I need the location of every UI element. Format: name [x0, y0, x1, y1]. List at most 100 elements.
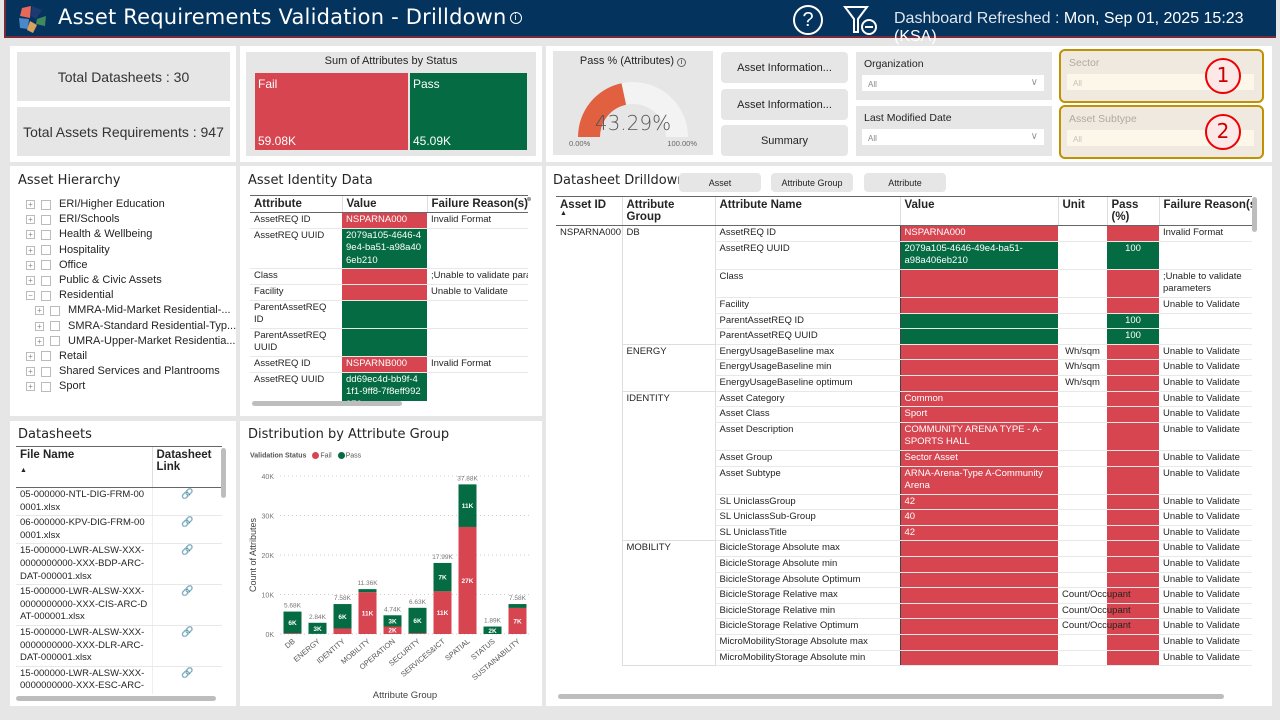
table-row[interactable]: MicroMobilityStorage Absolute min Unable … [556, 650, 1252, 667]
drilldown-hscroll[interactable] [558, 694, 1224, 699]
col-header[interactable]: Unit [1057, 196, 1107, 226]
info-icon[interactable]: i [677, 58, 687, 67]
asset-identity-hscroll[interactable] [252, 401, 402, 406]
table-row[interactable]: 15-000000-LWR-ALSW-XXX-0000000000-XXX-BD… [16, 543, 222, 586]
table-row[interactable]: SL UniclassTitle 42 Unable to Validate [556, 525, 1252, 542]
drill-attribute-button[interactable]: Attribute [864, 173, 946, 192]
collapse-icon[interactable]: − [26, 291, 35, 301]
table-row[interactable]: SL UniclassGroup 42 Unable to Validate [556, 494, 1252, 511]
table-row[interactable]: Asset Subtype ARNA-Arena-Type A-Community… [556, 466, 1252, 495]
last-modified-dropdown[interactable]: All ∨ [862, 129, 1044, 145]
table-row[interactable]: ENERGY EnergyUsageBaseline max Wh/sqm Unabl… [556, 344, 1252, 392]
bar-fail[interactable] [458, 526, 477, 634]
tree-checkbox[interactable] [41, 245, 51, 256]
asset-information-button-2[interactable]: Asset Information... [721, 89, 848, 120]
bar-fail[interactable] [283, 633, 302, 634]
table-row[interactable]: BicicleStorage Relative min Count/Occupan… [556, 603, 1252, 620]
table-row[interactable]: BicicleStorage Absolute min Unable to Val… [556, 556, 1252, 573]
table-row[interactable]: ParentAssetREQ UUID 100 [556, 328, 1252, 345]
tree-item[interactable]: + Retail [26, 349, 236, 364]
expand-icon[interactable]: + [26, 200, 35, 210]
table-row[interactable]: 15-000000-LWR-ALSW-XXX-0000000000-XXX-CI… [16, 584, 222, 626]
table-row[interactable]: Class ;Unable to validate parameters [556, 269, 1252, 298]
legend-pass[interactable]: Pass [345, 452, 362, 460]
col-file-name[interactable]: File Name ▲ [16, 446, 152, 488]
datasheets-hscroll[interactable] [16, 696, 216, 701]
bar-fail[interactable] [508, 607, 527, 634]
table-row[interactable]: Asset Class Sport Unable to Validate [556, 406, 1252, 423]
tree-item[interactable]: + Hospitality [26, 243, 236, 258]
tree-checkbox[interactable] [41, 366, 51, 377]
table-row[interactable]: AssetREQ ID NSPARNB000 Invalid Format [250, 356, 528, 373]
table-row[interactable]: AssetREQ ID NSPARNA000 Invalid Format [250, 212, 528, 229]
datasheets-vscroll[interactable] [221, 448, 226, 498]
drilldown-vscroll[interactable] [1252, 197, 1257, 232]
col-header[interactable]: Value [899, 196, 1058, 226]
table-row[interactable]: IDENTITY Asset Category Common Unable to Va… [556, 391, 1252, 542]
table-row[interactable]: Class ;Unable to validate parar [250, 268, 528, 285]
table-row[interactable]: Facility Unable to Validate [556, 297, 1252, 314]
table-row[interactable]: AssetREQ UUID 2079a105-4646-49e4-ba51-a98… [556, 241, 1252, 270]
table-row[interactable]: EnergyUsageBaseline min Wh/sqm Unable to V… [556, 359, 1252, 376]
tree-item[interactable]: + Health & Wellbeing [26, 227, 236, 242]
table-row[interactable]: 15-000000-LWR-ALSW-XXX-0000000000-XXX-ES… [16, 666, 222, 694]
link-icon[interactable]: 🔗 [151, 666, 222, 694]
clear-filter-icon[interactable] [842, 4, 878, 36]
table-row[interactable]: AssetREQ UUID dd69ec4d-bb9f-41f1-9ff8-7f8… [250, 372, 528, 401]
expand-icon[interactable]: + [35, 336, 44, 346]
table-row[interactable]: Facility Unable to Validate [250, 284, 528, 301]
info-icon[interactable]: i [509, 12, 522, 24]
table-row[interactable]: ParentAssetREQ ID 100 [556, 313, 1252, 330]
table-row[interactable]: SL UniclassSub-Group 40 Unable to Validate [556, 509, 1252, 526]
tree-item[interactable]: + MMRA-Mid-Market Residential-... [26, 303, 236, 318]
tree-checkbox[interactable] [50, 336, 60, 347]
tree-checkbox[interactable] [41, 290, 51, 301]
link-icon[interactable]: 🔗 [151, 487, 222, 517]
bar-pass[interactable] [458, 484, 477, 527]
col-header[interactable]: Attribute Name [714, 196, 900, 226]
expand-icon[interactable]: + [35, 321, 44, 331]
tree-item[interactable]: − Residential [26, 288, 236, 303]
table-row[interactable]: AssetREQ UUID 2079a105-4646-49e4-ba51-a98… [250, 228, 528, 270]
table-row[interactable]: BicicleStorage Relative Optimum Count/Occ… [556, 618, 1252, 636]
col-header[interactable]: Pass (%) [1106, 196, 1159, 226]
table-row[interactable]: MicroMobilityStorage Absolute max Unable … [556, 634, 1252, 651]
bar-pass[interactable] [308, 622, 327, 634]
drill-asset-button[interactable]: Asset [679, 173, 761, 192]
help-button[interactable]: ? [793, 5, 823, 35]
table-row[interactable]: Asset Description COMMUNITY ARENA TYPE - … [556, 422, 1252, 451]
table-row[interactable]: 05-000000-NTL-DIG-FRM-000001.xlsx 🔗 [16, 487, 222, 517]
bar-fail[interactable] [408, 633, 427, 634]
bar-pass[interactable] [283, 611, 302, 634]
tree-item[interactable]: + ERI/Higher Education [26, 197, 236, 212]
tree-item[interactable]: + Office [26, 258, 236, 273]
tree-checkbox[interactable] [41, 260, 51, 271]
treemap-fail[interactable]: Fail 59.08K [255, 73, 408, 150]
col-datasheet-link[interactable]: Datasheet Link [151, 446, 222, 488]
expand-icon[interactable]: + [26, 382, 35, 392]
table-row[interactable]: BicicleStorage Relative max Count/Occupan… [556, 587, 1252, 604]
col-header[interactable]: Failure Reason(s) [1158, 196, 1252, 226]
col-header[interactable]: Value [341, 195, 427, 213]
expand-icon[interactable]: + [26, 260, 35, 270]
bar-fail[interactable] [433, 591, 452, 634]
col-header[interactable]: Asset ID ▲ [556, 196, 622, 226]
table-row[interactable]: 06-000000-KPV-DIG-FRM-000001.xlsx 🔗 [16, 515, 222, 545]
bar-fail[interactable] [383, 626, 402, 634]
expand-icon[interactable]: + [26, 276, 35, 286]
tree-checkbox[interactable] [50, 305, 60, 316]
table-row[interactable]: ParentAssetREQ UUID [250, 328, 528, 357]
table-row[interactable]: Asset Group Sector Asset Unable to Validat… [556, 450, 1252, 467]
tree-item[interactable]: + ERI/Schools [26, 212, 236, 227]
bar-pass[interactable] [333, 604, 352, 629]
bar-pass[interactable] [508, 604, 527, 608]
tree-item[interactable]: + Sport [26, 379, 236, 394]
organization-dropdown[interactable]: All ∨ [862, 75, 1044, 91]
expand-icon[interactable]: + [26, 245, 35, 255]
table-row[interactable]: BicicleStorage Absolute Optimum Unable to… [556, 572, 1252, 589]
bar-pass[interactable] [358, 589, 377, 593]
link-icon[interactable]: 🔗 [151, 625, 222, 667]
bar-pass[interactable] [483, 626, 502, 634]
col-header[interactable]: Failure Reason(s) [426, 195, 528, 213]
bar-fail[interactable] [333, 628, 352, 634]
